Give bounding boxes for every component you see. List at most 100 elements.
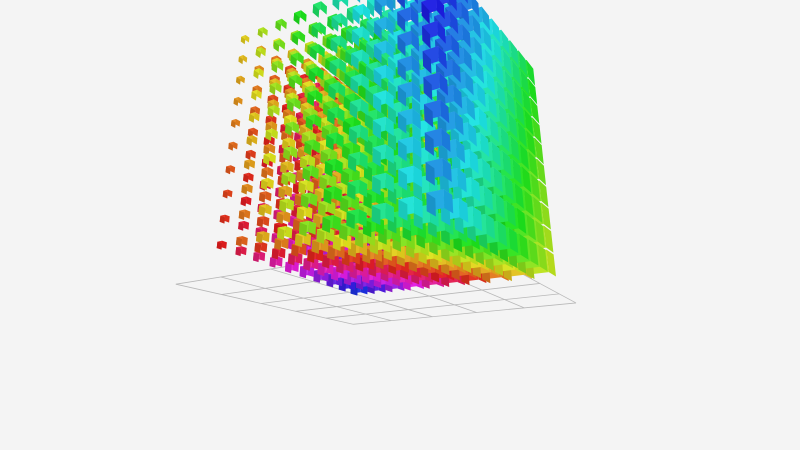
cube-point[interactable]	[276, 211, 291, 225]
cube-point[interactable]	[422, 20, 446, 49]
cube-point[interactable]	[238, 55, 248, 65]
cube-point[interactable]	[243, 159, 256, 170]
cube-point[interactable]	[216, 240, 227, 250]
cube-point[interactable]	[267, 105, 280, 118]
cube-point[interactable]	[251, 89, 262, 101]
cube-point[interactable]	[279, 198, 295, 213]
cube-point[interactable]	[348, 151, 368, 172]
cube-point[interactable]	[353, 0, 370, 3]
cube-point[interactable]	[253, 251, 266, 263]
cube-point[interactable]	[311, 238, 329, 254]
cube-point[interactable]	[312, 1, 327, 18]
cube-point[interactable]	[282, 137, 296, 151]
cube-point[interactable]	[421, 0, 445, 25]
cube-point[interactable]	[245, 149, 256, 160]
cube-point[interactable]	[324, 158, 343, 177]
cube-point[interactable]	[260, 178, 274, 191]
cube-point[interactable]	[316, 227, 335, 244]
cube-point[interactable]	[290, 52, 304, 67]
cube-point[interactable]	[257, 27, 268, 38]
cube-point[interactable]	[346, 209, 367, 230]
cube-point[interactable]	[254, 241, 268, 254]
cube-point[interactable]	[373, 90, 394, 114]
cube-point[interactable]	[322, 253, 339, 269]
cube-point[interactable]	[300, 192, 318, 209]
cube-point[interactable]	[293, 10, 307, 25]
cube-point[interactable]	[311, 22, 326, 39]
cube-point[interactable]	[397, 6, 419, 33]
cube-point[interactable]	[398, 136, 422, 162]
cube-point[interactable]	[310, 44, 325, 61]
cube-point[interactable]	[235, 236, 248, 247]
cube-point[interactable]	[273, 39, 286, 52]
cube-point[interactable]	[230, 119, 241, 128]
cube-point[interactable]	[341, 167, 360, 187]
cube-point[interactable]	[273, 222, 288, 235]
cube-point[interactable]	[263, 152, 276, 166]
cube-point[interactable]	[292, 31, 306, 46]
cube-point[interactable]	[322, 215, 341, 233]
cube-point[interactable]	[351, 49, 370, 71]
cube-point[interactable]	[372, 116, 394, 140]
cube-point[interactable]	[307, 90, 323, 107]
cube-point[interactable]	[332, 0, 349, 11]
cube-point[interactable]	[248, 112, 260, 123]
cube-point[interactable]	[246, 135, 258, 146]
cube-point[interactable]	[349, 98, 369, 120]
cube-point[interactable]	[222, 189, 233, 199]
cube-point[interactable]	[302, 165, 319, 182]
cube-point[interactable]	[397, 81, 421, 107]
cube-point[interactable]	[325, 132, 344, 151]
cube-point[interactable]	[274, 237, 289, 251]
cube-point[interactable]	[233, 97, 243, 106]
cube-point[interactable]	[329, 58, 347, 77]
cube-point[interactable]	[317, 200, 336, 217]
cube-point[interactable]	[373, 64, 394, 88]
cube-point[interactable]	[263, 143, 276, 156]
cube-point[interactable]	[374, 0, 394, 17]
cube-point[interactable]	[422, 46, 447, 74]
cube-point[interactable]	[255, 47, 266, 59]
cube-point[interactable]	[397, 30, 420, 57]
cube-point[interactable]	[350, 73, 369, 95]
cube-point[interactable]	[352, 3, 371, 25]
cube-point[interactable]	[271, 247, 286, 260]
cube-point[interactable]	[299, 154, 316, 170]
cube-point[interactable]	[256, 231, 270, 244]
cube-point[interactable]	[238, 221, 250, 231]
cube-point[interactable]	[219, 214, 230, 224]
cube-point[interactable]	[373, 40, 394, 64]
cube-point[interactable]	[331, 13, 348, 32]
cube-point[interactable]	[371, 202, 394, 226]
cube-point[interactable]	[424, 99, 450, 128]
cube-point[interactable]	[258, 204, 272, 217]
cube-point[interactable]	[238, 209, 251, 221]
cube-point[interactable]	[299, 220, 317, 237]
cube-point[interactable]	[298, 179, 314, 195]
cube-point[interactable]	[351, 26, 370, 47]
cube-point[interactable]	[374, 16, 394, 40]
cube-point[interactable]	[330, 35, 347, 54]
cube-point[interactable]	[271, 60, 284, 74]
cube-point[interactable]	[348, 124, 369, 146]
cube-point[interactable]	[241, 183, 253, 195]
cube-point[interactable]	[397, 108, 421, 134]
cube-point[interactable]	[305, 114, 322, 131]
cube-point[interactable]	[328, 82, 346, 101]
cube-point[interactable]	[424, 128, 451, 156]
cube-point[interactable]	[269, 82, 282, 95]
cube-point[interactable]	[277, 226, 293, 240]
cube-point[interactable]	[308, 66, 324, 83]
cube-point[interactable]	[288, 74, 303, 90]
cube-point[interactable]	[294, 232, 311, 248]
cube-point[interactable]	[450, 122, 477, 151]
cube-point[interactable]	[225, 165, 236, 175]
cube-point[interactable]	[423, 72, 448, 101]
cube-point[interactable]	[280, 161, 294, 175]
cube-point[interactable]	[236, 75, 245, 85]
cube-point[interactable]	[323, 186, 342, 205]
cube-point[interactable]	[281, 171, 296, 186]
cube-point[interactable]	[397, 55, 420, 81]
cube-point[interactable]	[304, 139, 321, 156]
